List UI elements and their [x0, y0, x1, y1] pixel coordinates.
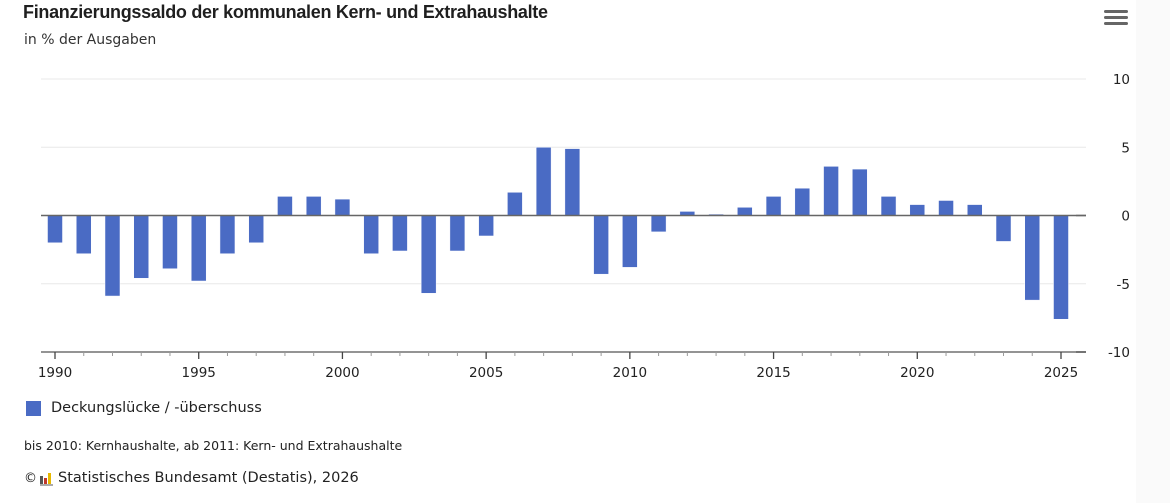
bar-2024[interactable] — [1024, 215, 1041, 301]
source-credit: © Statistisches Bundesamt (Destatis), 20… — [24, 470, 359, 486]
bar-2015[interactable] — [765, 196, 782, 216]
legend-item[interactable]: Deckungslücke / -überschuss — [26, 400, 262, 416]
bar-2025[interactable] — [1053, 215, 1069, 320]
bar-1996[interactable] — [219, 215, 236, 254]
copyright-icon: © — [24, 470, 37, 486]
bar-2004[interactable] — [449, 215, 466, 252]
scrollbar-gutter — [1136, 0, 1170, 503]
x-tick-label: 2000 — [325, 365, 359, 381]
bar-2020[interactable] — [909, 204, 926, 216]
legend-swatch — [26, 400, 41, 416]
bar-2022[interactable] — [967, 204, 983, 216]
bar-2007[interactable] — [535, 147, 552, 216]
bar-2011[interactable] — [650, 215, 667, 233]
axes — [41, 214, 1086, 353]
bar-1995[interactable] — [190, 215, 207, 282]
x-tick-label: 1990 — [38, 365, 72, 381]
bar-2000[interactable] — [334, 198, 351, 216]
bar-2017[interactable] — [823, 166, 839, 216]
bar-1993[interactable] — [133, 215, 149, 279]
gridlines — [41, 78, 1086, 285]
x-tick-label: 2005 — [469, 365, 503, 381]
bar-2003[interactable] — [420, 215, 437, 294]
bar-1990[interactable] — [47, 215, 63, 244]
x-tick-label: 2025 — [1044, 365, 1078, 381]
x-axis-ticks: 1990 1995 2000 2005 2010 2015 2020 2025 — [38, 352, 1078, 381]
legend-label: Deckungslücke / -überschuss — [51, 400, 262, 416]
x-tick-label: 1995 — [182, 365, 216, 381]
hamburger-menu-icon[interactable] — [1104, 10, 1128, 30]
bar-2002[interactable] — [392, 215, 408, 252]
bar-2016[interactable] — [794, 187, 811, 216]
y-tick-label: -5 — [1117, 277, 1130, 293]
destatis-logo-icon — [40, 472, 53, 486]
chart-title: Finanzierungssaldo der kommunalen Kern- … — [23, 2, 548, 22]
bar-1999[interactable] — [305, 196, 322, 216]
bar-1991[interactable] — [75, 215, 92, 254]
y-axis-ticks: 10 5 0 -5 -10 — [1108, 72, 1130, 361]
footnote: bis 2010: Kernhaushalte, ab 2011: Kern- … — [24, 438, 403, 453]
bar-1994[interactable] — [162, 215, 178, 269]
bar-2019[interactable] — [880, 196, 897, 216]
bar-chart: 10 5 0 -5 -10 1990 1995 2000 2005 2010 2015 2020 20… — [38, 72, 1130, 381]
y-tick-label: 5 — [1121, 140, 1130, 156]
bar-1997[interactable] — [248, 215, 264, 244]
x-tick-label: 2010 — [613, 365, 647, 381]
x-tick-label: 2015 — [756, 365, 790, 381]
bar-2010[interactable] — [622, 215, 638, 268]
bar-2023[interactable] — [995, 215, 1012, 242]
bar-2018[interactable] — [852, 168, 868, 216]
bar-2008[interactable] — [564, 148, 581, 216]
bar-2006[interactable] — [507, 192, 523, 216]
y-tick-label: 0 — [1121, 209, 1130, 225]
bar-series — [47, 147, 1069, 320]
bar-1992[interactable] — [104, 215, 121, 297]
bar-2001[interactable] — [363, 215, 379, 254]
y-tick-label: -10 — [1108, 345, 1130, 361]
bar-2009[interactable] — [593, 215, 609, 275]
y-tick-label: 10 — [1113, 72, 1130, 88]
bar-1998[interactable] — [277, 196, 293, 216]
bar-2021[interactable] — [938, 200, 954, 216]
bar-2005[interactable] — [478, 215, 494, 237]
bar-2014[interactable] — [737, 207, 753, 216]
chart-subtitle: in % der Ausgaben — [24, 32, 157, 48]
source-text[interactable]: Statistisches Bundesamt (Destatis), 2026 — [58, 470, 359, 486]
x-tick-label: 2020 — [900, 365, 934, 381]
